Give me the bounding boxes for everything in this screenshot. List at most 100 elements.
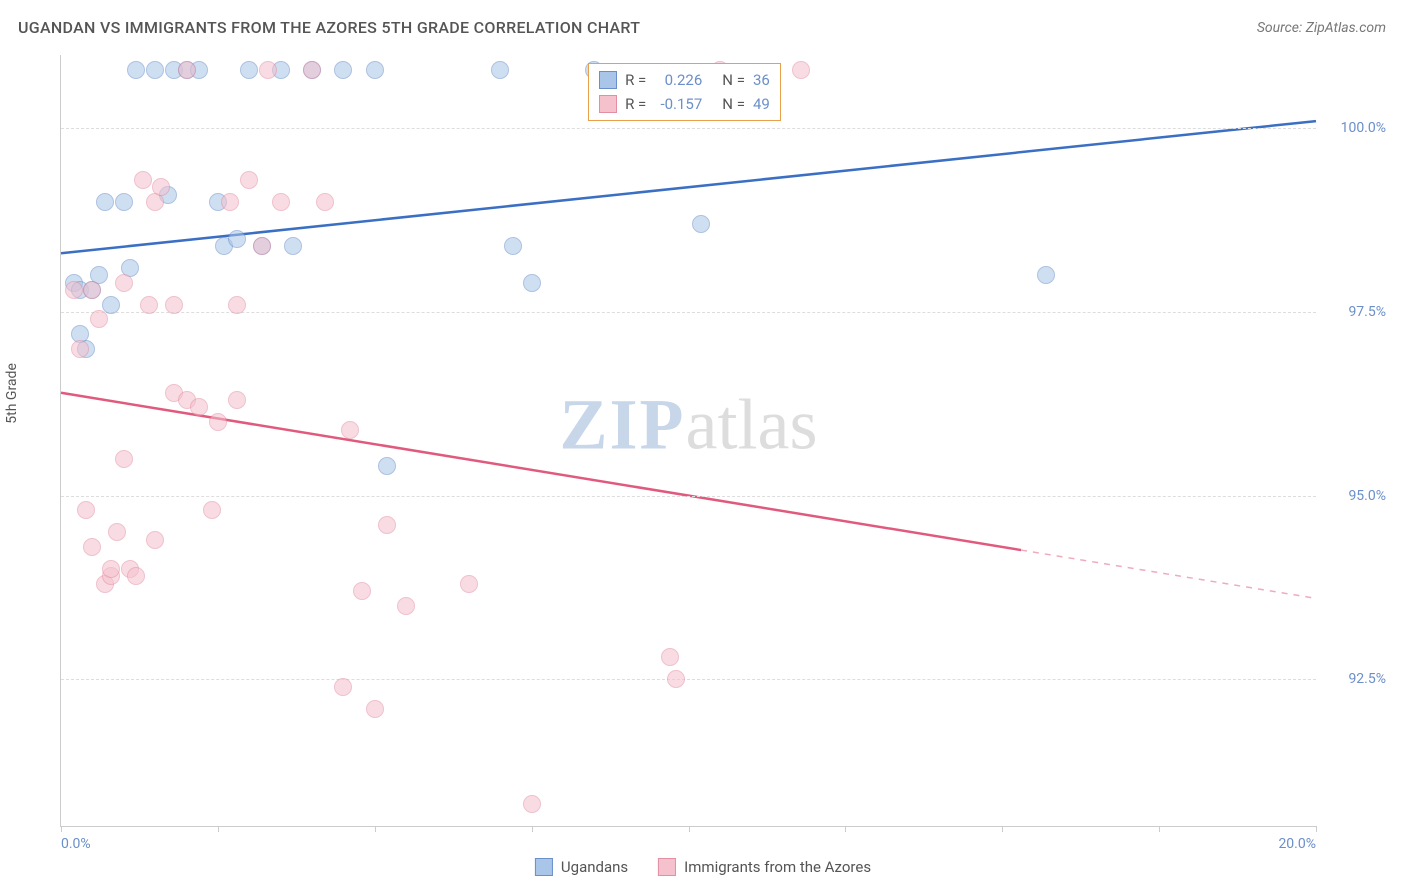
scatter-point xyxy=(491,61,509,79)
scatter-point xyxy=(667,670,685,688)
x-tick xyxy=(532,826,533,832)
r-value: 0.226 xyxy=(654,68,702,92)
x-tick xyxy=(689,826,690,832)
scatter-point xyxy=(366,61,384,79)
legend-label: Ugandans xyxy=(561,858,628,876)
grid-line xyxy=(61,679,1316,680)
y-axis-label: 5th Grade xyxy=(4,363,20,424)
legend-item-ugandans: Ugandans xyxy=(535,858,628,876)
x-tick xyxy=(218,826,219,832)
n-label: N = xyxy=(722,68,745,92)
y-tick-label: 100.0% xyxy=(1326,120,1386,136)
scatter-point xyxy=(115,193,133,211)
scatter-point xyxy=(65,281,83,299)
scatter-point xyxy=(146,531,164,549)
scatter-point xyxy=(523,274,541,292)
legend-swatch-icon xyxy=(535,858,553,876)
stats-legend-row: R = 0.226 N = 36 xyxy=(599,68,770,92)
grid-line xyxy=(61,128,1316,129)
scatter-point xyxy=(115,450,133,468)
scatter-point xyxy=(259,61,277,79)
scatter-point xyxy=(178,61,196,79)
scatter-point xyxy=(90,310,108,328)
scatter-point xyxy=(228,296,246,314)
scatter-point xyxy=(397,597,415,615)
scatter-point xyxy=(284,237,302,255)
grid-line xyxy=(61,496,1316,497)
scatter-point xyxy=(102,296,120,314)
scatter-point xyxy=(1037,266,1055,284)
scatter-point xyxy=(504,237,522,255)
scatter-point xyxy=(221,193,239,211)
scatter-point xyxy=(353,582,371,600)
scatter-point xyxy=(140,296,158,314)
scatter-point xyxy=(341,421,359,439)
scatter-point xyxy=(134,171,152,189)
scatter-point xyxy=(366,700,384,718)
scatter-point xyxy=(115,274,133,292)
legend-label: Immigrants from the Azores xyxy=(684,858,871,876)
grid-line xyxy=(61,312,1316,313)
legend-swatch-icon xyxy=(599,95,617,113)
scatter-point xyxy=(334,678,352,696)
scatter-point xyxy=(240,171,258,189)
scatter-point xyxy=(303,61,321,79)
stats-legend: R = 0.226 N = 36 R = -0.157 N = 49 xyxy=(588,63,781,121)
scatter-point xyxy=(253,237,271,255)
r-label: R = xyxy=(625,68,646,92)
plot-area: ZIPatlas 92.5%95.0%97.5%100.0%0.0%20.0%R… xyxy=(60,55,1316,827)
scatter-point xyxy=(83,538,101,556)
x-tick xyxy=(845,826,846,832)
chart-title: UGANDAN VS IMMIGRANTS FROM THE AZORES 5T… xyxy=(18,18,640,37)
y-tick-label: 95.0% xyxy=(1326,488,1386,504)
scatter-point xyxy=(316,193,334,211)
legend-swatch-icon xyxy=(658,858,676,876)
x-tick-label: 0.0% xyxy=(61,836,91,852)
scatter-point xyxy=(96,193,114,211)
x-tick-label: 20.0% xyxy=(1278,836,1316,852)
scatter-point xyxy=(378,516,396,534)
scatter-point xyxy=(228,230,246,248)
scatter-point xyxy=(165,296,183,314)
stats-legend-row: R = -0.157 N = 49 xyxy=(599,92,770,116)
scatter-point xyxy=(77,501,95,519)
scatter-point xyxy=(460,575,478,593)
n-value: 49 xyxy=(753,92,770,116)
scatter-point xyxy=(127,567,145,585)
bottom-legend: Ugandans Immigrants from the Azores xyxy=(535,858,871,876)
scatter-point xyxy=(334,61,352,79)
x-tick xyxy=(375,826,376,832)
scatter-point xyxy=(240,61,258,79)
source-label: Source: ZipAtlas.com xyxy=(1257,20,1386,36)
n-value: 36 xyxy=(753,68,770,92)
scatter-point xyxy=(190,398,208,416)
scatter-point xyxy=(228,391,246,409)
legend-swatch-icon xyxy=(599,71,617,89)
y-tick-label: 92.5% xyxy=(1326,671,1386,687)
scatter-point xyxy=(152,178,170,196)
scatter-point xyxy=(523,795,541,813)
scatter-point xyxy=(661,648,679,666)
scatter-point xyxy=(127,61,145,79)
scatter-point xyxy=(203,501,221,519)
x-tick xyxy=(1002,826,1003,832)
scatter-point xyxy=(272,193,290,211)
scatter-point xyxy=(146,61,164,79)
scatter-point xyxy=(71,340,89,358)
scatter-point xyxy=(102,560,120,578)
scatter-point xyxy=(209,413,227,431)
scatter-point xyxy=(792,61,810,79)
y-tick-label: 97.5% xyxy=(1326,304,1386,320)
x-tick xyxy=(1159,826,1160,832)
chart-container: UGANDAN VS IMMIGRANTS FROM THE AZORES 5T… xyxy=(0,0,1406,892)
n-label: N = xyxy=(722,92,745,116)
scatter-point xyxy=(108,523,126,541)
scatter-point xyxy=(83,281,101,299)
x-tick xyxy=(1316,826,1317,832)
x-tick xyxy=(61,826,62,832)
r-value: -0.157 xyxy=(654,92,702,116)
legend-item-azores: Immigrants from the Azores xyxy=(658,858,871,876)
scatter-point xyxy=(692,215,710,233)
scatter-point xyxy=(378,457,396,475)
r-label: R = xyxy=(625,92,646,116)
